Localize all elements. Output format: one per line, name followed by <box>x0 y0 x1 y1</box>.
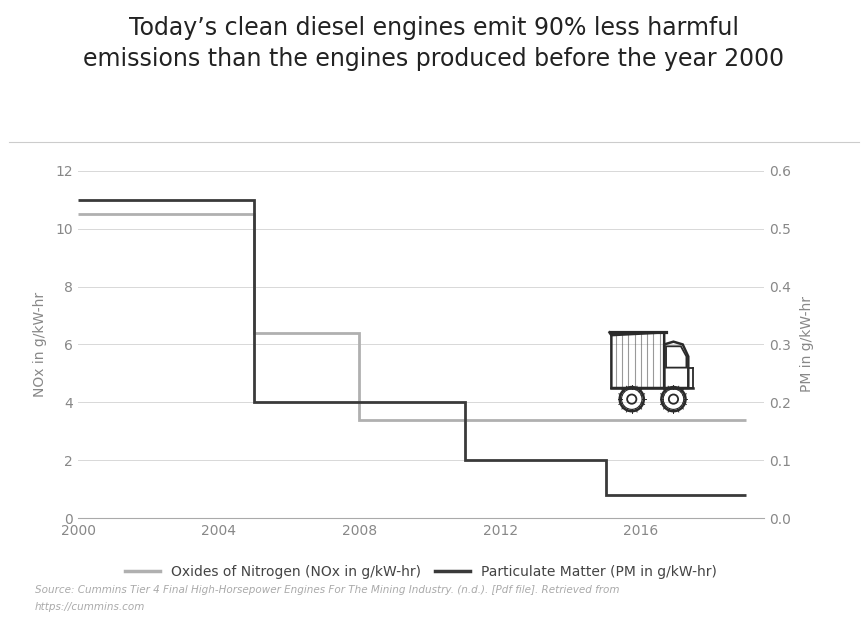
Legend: Oxides of Nitrogen (NOx in g/kW-hr), Particulate Matter (PM in g/kW-hr): Oxides of Nitrogen (NOx in g/kW-hr), Par… <box>120 559 722 585</box>
Y-axis label: PM in g/kW-hr: PM in g/kW-hr <box>799 296 813 392</box>
Y-axis label: NOx in g/kW-hr: NOx in g/kW-hr <box>33 292 47 397</box>
Text: Source: Cummins Tier 4 Final High-Horsepower Engines For The Mining Industry. (n: Source: Cummins Tier 4 Final High-Horsep… <box>35 585 619 595</box>
Text: https://cummins.com: https://cummins.com <box>35 602 145 612</box>
Text: Today’s clean diesel engines emit 90% less harmful
emissions than the engines pr: Today’s clean diesel engines emit 90% le… <box>83 16 785 71</box>
